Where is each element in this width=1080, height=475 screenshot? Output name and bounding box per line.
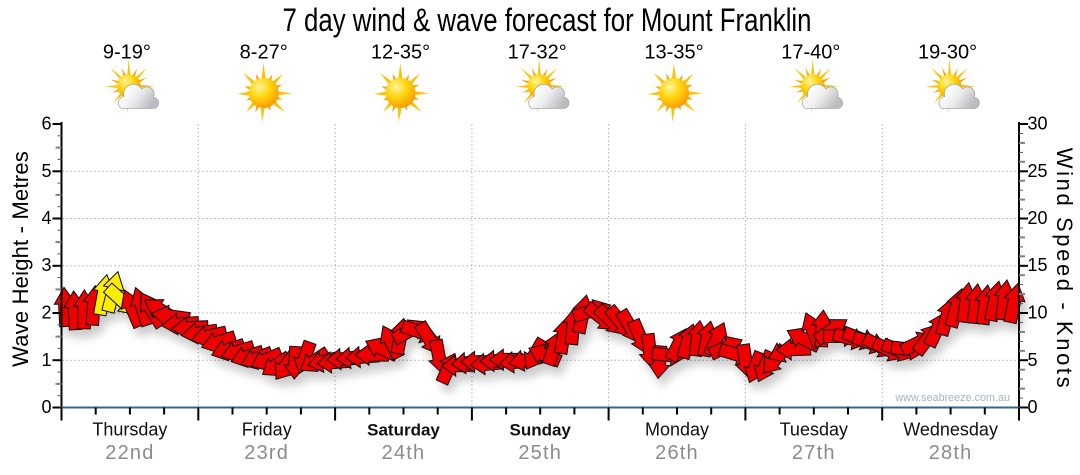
svg-text:25th: 25th bbox=[518, 442, 562, 464]
svg-text:Wave Height - Metres: Wave Height - Metres bbox=[8, 151, 33, 367]
svg-text:19-30°: 19-30° bbox=[918, 42, 977, 64]
svg-text:4: 4 bbox=[41, 208, 51, 228]
svg-text:Monday: Monday bbox=[645, 420, 709, 440]
svg-text:1: 1 bbox=[41, 350, 51, 370]
svg-text:Wednesday: Wednesday bbox=[903, 420, 998, 440]
svg-text:20: 20 bbox=[1028, 208, 1048, 228]
svg-text:17-40°: 17-40° bbox=[781, 42, 840, 64]
svg-text:24th: 24th bbox=[382, 442, 426, 464]
svg-text:3: 3 bbox=[41, 255, 51, 275]
svg-text:30: 30 bbox=[1028, 114, 1048, 134]
svg-text:28th: 28th bbox=[929, 442, 973, 464]
svg-text:Wind Speed - Knots: Wind Speed - Knots bbox=[1052, 148, 1077, 390]
svg-text:2: 2 bbox=[41, 303, 51, 323]
svg-text:Friday: Friday bbox=[242, 420, 292, 440]
svg-text:27th: 27th bbox=[792, 442, 836, 464]
svg-text:Thursday: Thursday bbox=[92, 420, 167, 440]
svg-text:26th: 26th bbox=[655, 442, 699, 464]
svg-text:5: 5 bbox=[41, 161, 51, 181]
svg-text:www.seabreeze.com.au: www.seabreeze.com.au bbox=[894, 392, 1010, 404]
svg-text:10: 10 bbox=[1028, 303, 1048, 323]
svg-text:23rd: 23rd bbox=[244, 442, 289, 464]
svg-text:Tuesday: Tuesday bbox=[780, 420, 848, 440]
svg-text:8-27°: 8-27° bbox=[240, 42, 288, 64]
svg-text:0: 0 bbox=[41, 397, 51, 417]
svg-text:6: 6 bbox=[41, 114, 51, 134]
svg-text:5: 5 bbox=[1028, 350, 1038, 370]
svg-text:22nd: 22nd bbox=[105, 442, 154, 464]
svg-text:25: 25 bbox=[1028, 161, 1048, 181]
svg-text:0: 0 bbox=[1028, 397, 1038, 417]
svg-text:7 day wind & wave forecast for: 7 day wind & wave forecast for Mount Fra… bbox=[283, 2, 812, 38]
svg-text:17-32°: 17-32° bbox=[508, 42, 567, 64]
svg-text:15: 15 bbox=[1028, 255, 1048, 275]
svg-text:Sunday: Sunday bbox=[509, 421, 571, 440]
svg-text:12-35°: 12-35° bbox=[371, 42, 430, 64]
svg-text:13-35°: 13-35° bbox=[644, 42, 703, 64]
svg-text:9-19°: 9-19° bbox=[103, 42, 151, 64]
svg-text:Saturday: Saturday bbox=[367, 421, 440, 440]
